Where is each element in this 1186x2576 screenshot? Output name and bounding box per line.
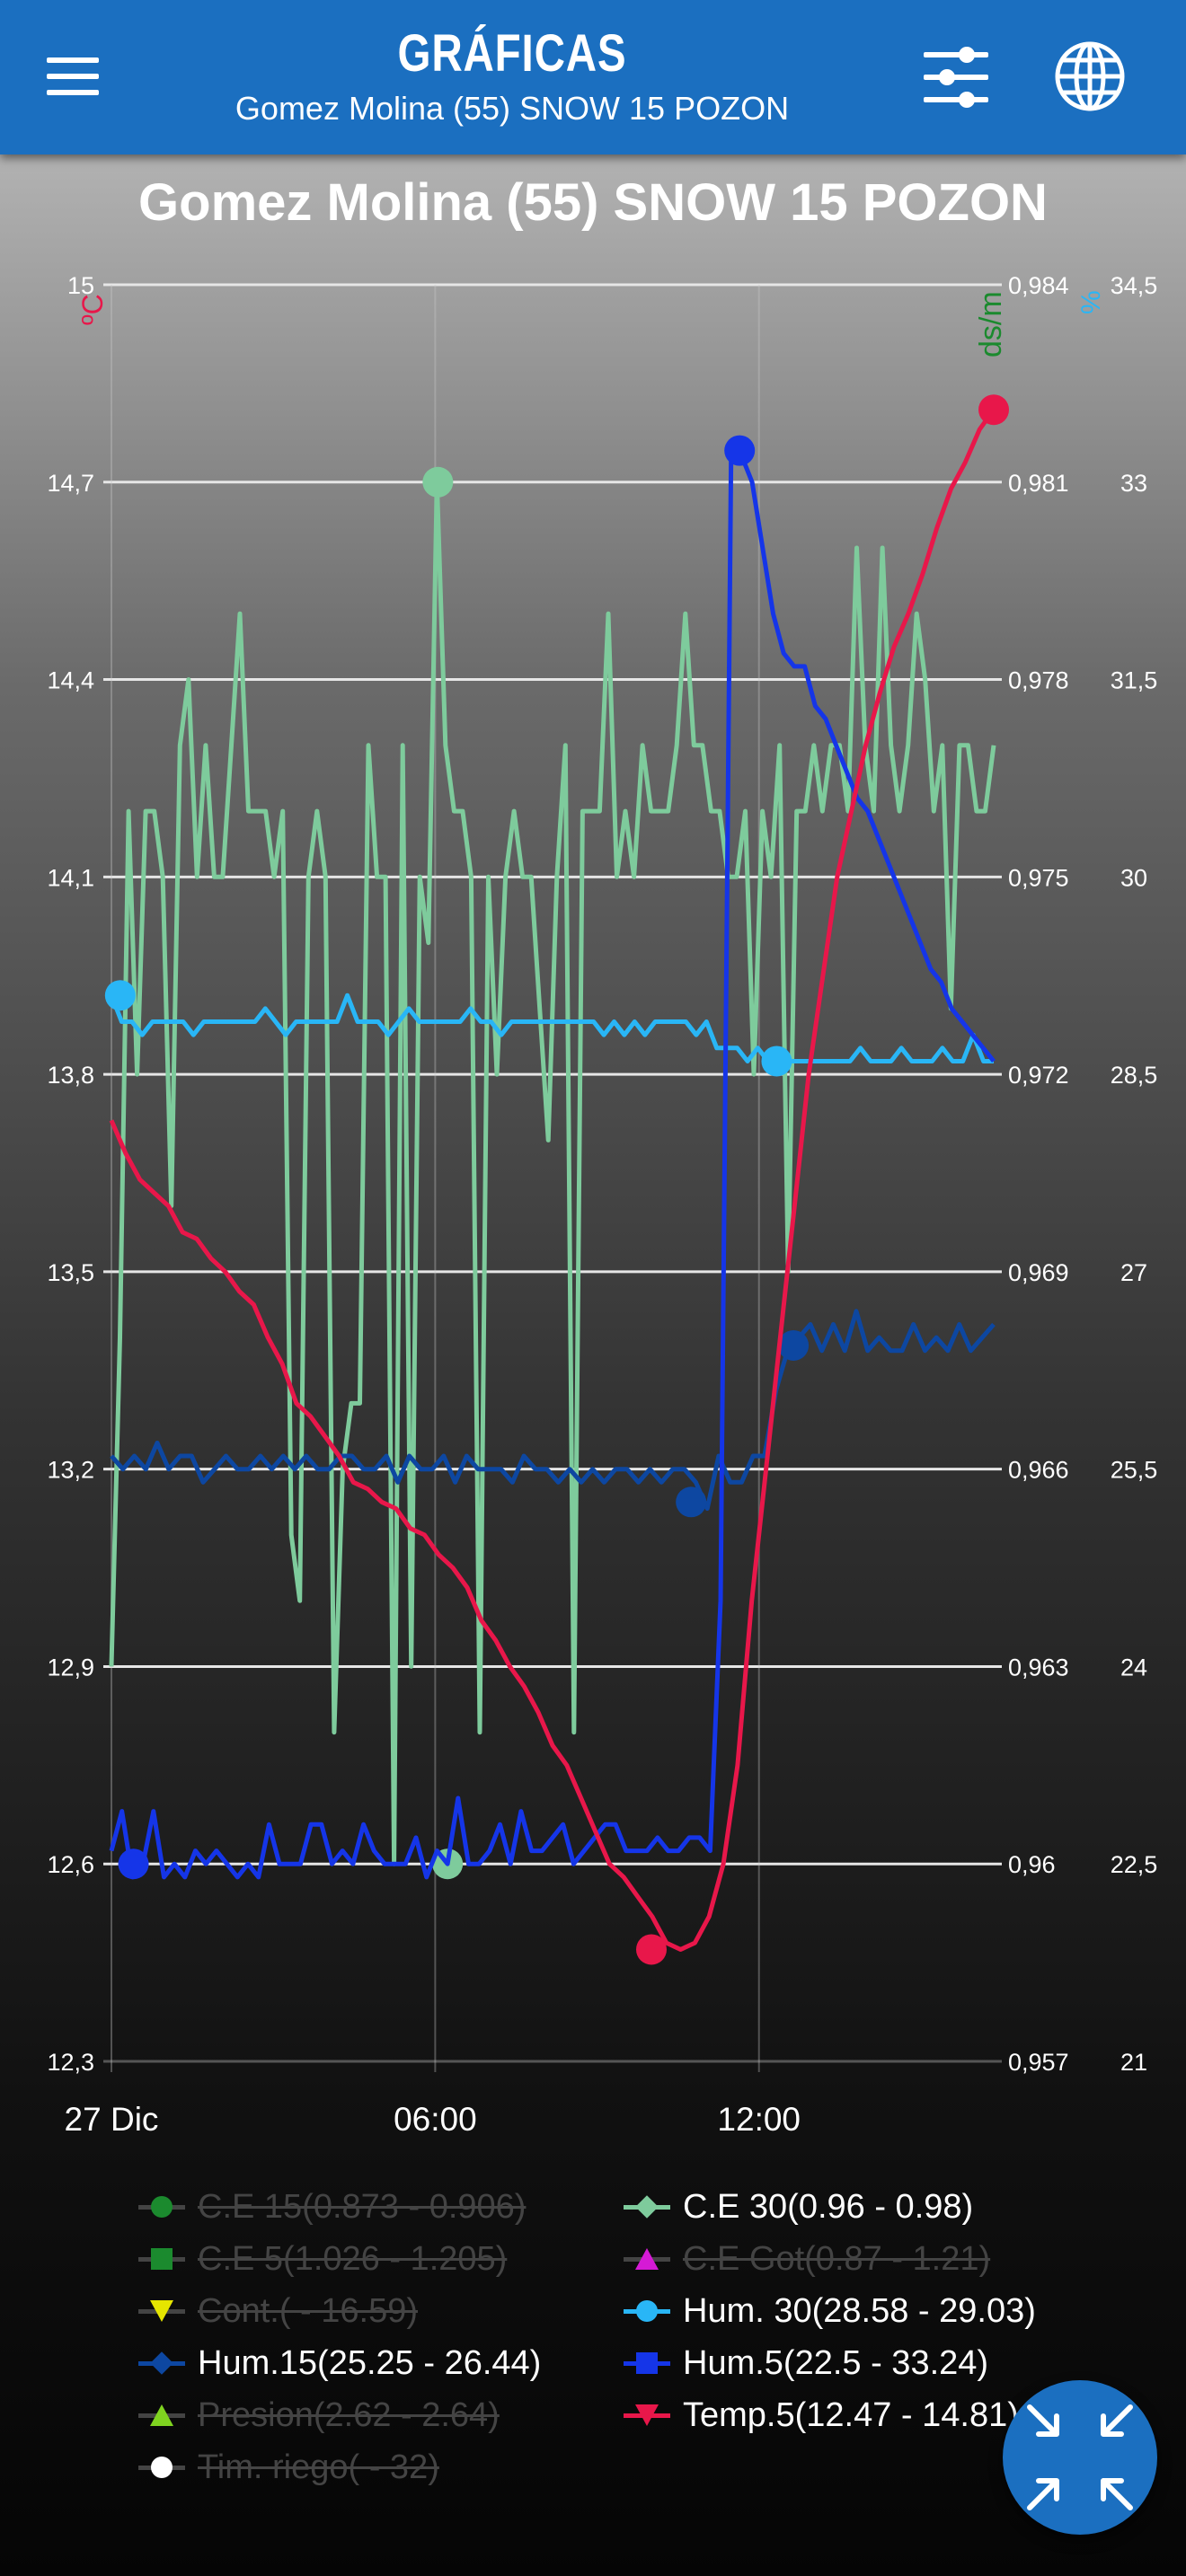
right-tick-label: 0,984 — [1008, 272, 1069, 299]
legend-square-icon — [620, 2339, 674, 2387]
right-tick-label: 0,981 — [1008, 470, 1069, 497]
right2-tick-label: 24 — [1120, 1654, 1147, 1681]
right-axis-unit: ds/m — [974, 291, 1008, 357]
right2-axis-unit: % — [1076, 290, 1106, 314]
legend-square-icon — [135, 2235, 189, 2283]
x-tick-label: 06:00 — [394, 2101, 477, 2138]
legend-triangle-down-icon — [620, 2391, 674, 2439]
right-tick-label: 0,963 — [1008, 1654, 1069, 1681]
data-point[interactable] — [104, 980, 136, 1011]
left-tick-label: 14,1 — [47, 864, 94, 891]
menu-icon[interactable] — [47, 54, 101, 99]
data-point[interactable] — [761, 1045, 792, 1077]
data-point[interactable] — [778, 1329, 810, 1361]
legend-item[interactable]: C.E 5(1.026 - 1.205) — [135, 2235, 507, 2283]
right-tick-label: 0,975 — [1008, 864, 1069, 891]
collapse-arrows-icon — [1027, 2404, 1133, 2510]
right-tick-label: 0,966 — [1008, 1457, 1069, 1484]
legend-triangle-up-icon — [135, 2391, 189, 2439]
left-tick-label: 14,4 — [47, 667, 94, 694]
data-point[interactable] — [118, 1848, 149, 1880]
x-tick-label: 27 Dic — [65, 2101, 159, 2138]
right2-tick-label: 33 — [1120, 470, 1147, 497]
legend-diamond-icon — [620, 2183, 674, 2231]
tune-icon[interactable] — [920, 43, 992, 111]
series-line[interactable] — [109, 408, 996, 1952]
legend-item[interactable]: Temp.5(12.47 - 14.81) — [620, 2391, 1019, 2439]
legend-item[interactable]: C.E 30(0.96 - 0.98) — [620, 2183, 973, 2231]
right2-tick-label: 34,5 — [1111, 272, 1158, 299]
right-tick-label: 0,96 — [1008, 1851, 1056, 1878]
legend-label: C.E 15(0.873 - 0.906) — [198, 2187, 527, 2226]
legend-triangle-up-icon — [620, 2235, 674, 2283]
chart-legend: C.E 15(0.873 - 0.906) C.E 30(0.96 - 0.98)… — [0, 2183, 1186, 2488]
legend-label: C.E 5(1.026 - 1.205) — [198, 2239, 508, 2278]
right2-tick-label: 25,5 — [1111, 1457, 1158, 1484]
legend-label: C.E Got(0.87 - 1.21) — [683, 2239, 991, 2278]
legend-circle-icon — [135, 2183, 189, 2231]
app-title: GRÁFICAS — [397, 24, 627, 83]
data-point[interactable] — [724, 435, 756, 466]
legend-label: Temp.5(12.47 - 14.81) — [683, 2395, 1019, 2434]
left-tick-label: 12,6 — [47, 1851, 94, 1878]
legend-label: Presion(2.62 - 2.64) — [198, 2395, 500, 2434]
left-tick-label: 13,8 — [47, 1062, 94, 1089]
legend-triangle-down-icon — [135, 2287, 189, 2335]
legend-item[interactable]: C.E Got(0.87 - 1.21) — [620, 2235, 990, 2283]
legend-label: Tim. riego( - 32) — [198, 2448, 439, 2486]
right2-tick-label: 28,5 — [1111, 1062, 1158, 1089]
data-point[interactable] — [422, 466, 454, 498]
data-point[interactable] — [676, 1486, 707, 1518]
line-chart[interactable]: 12,3 0,957 21 12,6 0,96 22,5 12,9 0,963 24 13,2 0,… — [0, 0, 1186, 2174]
right-tick-label: 0,969 — [1008, 1259, 1069, 1286]
legend-item[interactable]: Cont.( - 16.59) — [135, 2287, 418, 2335]
app-bar: GRÁFICAS Gomez Molina (55) SNOW 15 POZON — [0, 0, 1186, 154]
legend-diamond-icon — [135, 2339, 189, 2387]
left-tick-label: 13,2 — [47, 1457, 94, 1484]
legend-label: C.E 30(0.96 - 0.98) — [683, 2187, 974, 2226]
left-tick-label: 12,3 — [47, 2049, 94, 2076]
legend-circle-icon — [620, 2287, 674, 2335]
left-tick-label: 12,9 — [47, 1654, 94, 1681]
legend-item[interactable]: Hum. 30(28.58 - 29.03) — [620, 2287, 1036, 2335]
legend-item[interactable]: Hum.15(25.25 - 26.44) — [135, 2339, 541, 2387]
x-tick-label: 12:00 — [717, 2101, 801, 2138]
collapse-button[interactable] — [1003, 2380, 1157, 2535]
series-line[interactable] — [109, 992, 994, 1063]
legend-label: Hum.15(25.25 - 26.44) — [198, 2343, 542, 2382]
data-point[interactable] — [978, 394, 1009, 426]
series-line[interactable] — [110, 1309, 996, 1512]
globe-icon[interactable] — [1053, 40, 1127, 113]
legend-item[interactable]: C.E 15(0.873 - 0.906) — [135, 2183, 526, 2231]
legend-item[interactable]: Hum.5(22.5 - 33.24) — [620, 2339, 988, 2387]
right-tick-label: 0,978 — [1008, 667, 1069, 694]
series-line[interactable] — [109, 480, 996, 1866]
chart-title: Gomez Molina (55) SNOW 15 POZON — [138, 173, 1048, 232]
legend-label: Hum. 30(28.58 - 29.03) — [683, 2291, 1036, 2330]
app-subtitle: Gomez Molina (55) SNOW 15 POZON — [235, 90, 790, 127]
right2-tick-label: 22,5 — [1111, 1851, 1158, 1878]
left-tick-label: 14,7 — [47, 470, 94, 497]
right2-tick-label: 21 — [1120, 2049, 1147, 2076]
legend-item[interactable]: Tim. riego( - 32) — [135, 2443, 439, 2492]
legend-item[interactable]: Presion(2.62 - 2.64) — [135, 2391, 500, 2439]
left-tick-label: 13,5 — [47, 1259, 94, 1286]
legend-label: Cont.( - 16.59) — [198, 2291, 418, 2330]
data-point[interactable] — [635, 1934, 667, 1965]
right2-tick-label: 30 — [1120, 864, 1147, 891]
left-axis-unit: ºC — [76, 294, 109, 325]
left-tick-label: 15 — [67, 272, 94, 299]
series-line[interactable] — [109, 454, 996, 1880]
right-tick-label: 0,957 — [1008, 2049, 1069, 2076]
legend-circle-icon — [135, 2443, 189, 2492]
right2-tick-label: 27 — [1120, 1259, 1147, 1286]
right-tick-label: 0,972 — [1008, 1062, 1069, 1089]
legend-label: Hum.5(22.5 - 33.24) — [683, 2343, 989, 2382]
right2-tick-label: 31,5 — [1111, 667, 1158, 694]
chart-screen — [0, 154, 1186, 2576]
